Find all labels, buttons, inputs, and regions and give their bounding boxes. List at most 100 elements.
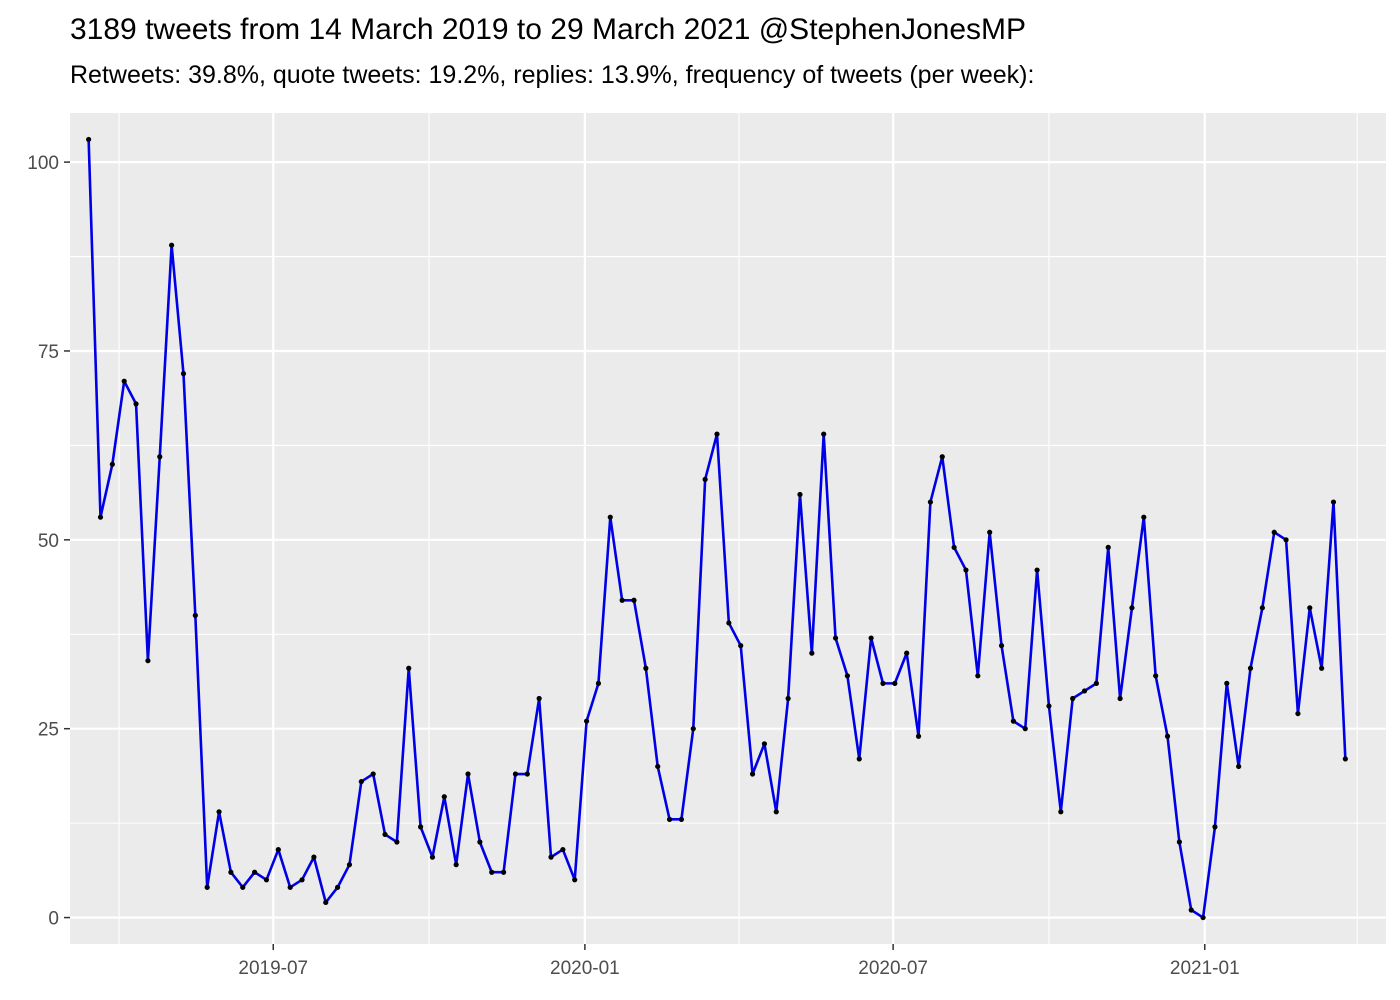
data-point <box>97 514 104 520</box>
data-point <box>1081 688 1088 694</box>
data-point <box>1200 914 1206 921</box>
data-point <box>323 899 329 906</box>
data-point <box>394 839 400 845</box>
data-point <box>738 643 744 649</box>
data-point <box>655 763 661 770</box>
data-point <box>512 771 519 777</box>
data-point <box>299 877 305 883</box>
data-point <box>157 454 163 460</box>
data-point <box>631 597 637 603</box>
y-tick-label: 100 <box>27 153 59 174</box>
data-point <box>252 869 258 875</box>
data-point <box>987 529 993 535</box>
data-point <box>1259 605 1265 611</box>
data-point <box>1247 665 1254 671</box>
data-point <box>1330 499 1337 505</box>
data-point <box>1319 665 1325 671</box>
data-point <box>192 612 198 618</box>
y-tick-label: 0 <box>48 909 59 930</box>
y-tick-label: 25 <box>38 720 59 741</box>
data-point <box>998 643 1005 649</box>
data-point <box>169 242 175 248</box>
data-point <box>856 756 862 762</box>
data-point <box>797 491 803 498</box>
data-point <box>311 854 317 860</box>
chart-subtitle: Retweets: 39.8%, quote tweets: 19.2%, re… <box>70 61 1035 89</box>
data-point <box>1141 514 1147 520</box>
data-point <box>536 695 542 702</box>
data-point <box>1034 567 1040 573</box>
data-point <box>263 877 270 883</box>
data-point <box>109 461 115 467</box>
data-point <box>287 884 293 890</box>
data-point <box>678 816 685 822</box>
data-point <box>975 673 981 679</box>
data-point <box>904 650 910 656</box>
data-point <box>1129 605 1135 611</box>
data-point <box>465 771 471 777</box>
data-point <box>1188 907 1194 913</box>
data-point <box>1153 673 1159 679</box>
minor-gridlines <box>70 113 1386 944</box>
data-point <box>346 862 353 868</box>
data-point <box>453 862 459 868</box>
data-point <box>1283 537 1289 543</box>
data-point <box>583 718 590 724</box>
data-point <box>785 695 791 702</box>
data-point <box>572 877 578 883</box>
data-point <box>714 431 720 437</box>
data-point <box>335 884 341 890</box>
data-point <box>548 854 554 860</box>
y-axis-tick-labels: 0 25 50 75 100 <box>27 153 59 929</box>
data-point <box>619 597 625 603</box>
data-point <box>690 726 696 732</box>
data-point <box>524 771 530 777</box>
data-point <box>429 854 436 860</box>
data-point <box>275 846 281 853</box>
data-point <box>1093 680 1099 686</box>
data-point <box>560 846 566 853</box>
data-point <box>821 431 827 437</box>
data-point <box>1117 695 1123 702</box>
data-point <box>939 454 945 460</box>
data-point <box>868 635 874 641</box>
data-point <box>1176 839 1182 845</box>
data-point <box>702 476 708 482</box>
data-point <box>477 839 483 845</box>
x-axis-tick-labels: 2019-07 2020-01 2020-07 2021-01 <box>238 958 1239 979</box>
chart-title: 3189 tweets from 14 March 2019 to 29 Mar… <box>70 13 1027 46</box>
data-point <box>832 635 839 641</box>
data-point <box>951 544 957 550</box>
data-point <box>726 620 732 626</box>
data-point <box>370 771 376 777</box>
data-point <box>892 680 898 686</box>
data-point <box>1105 544 1111 550</box>
data-point <box>204 884 210 890</box>
data-point <box>880 680 886 686</box>
y-tick-label: 50 <box>38 531 59 552</box>
data-point <box>595 680 602 686</box>
data-point <box>228 869 234 875</box>
data-point <box>915 733 922 739</box>
data-point <box>927 499 934 505</box>
data-point <box>216 809 222 815</box>
data-point <box>133 401 139 407</box>
data-point <box>844 673 851 679</box>
major-gridlines <box>70 113 1386 944</box>
data-point <box>761 741 768 747</box>
data-point <box>358 778 364 785</box>
axis-ticks <box>64 161 1206 950</box>
data-point <box>489 869 495 875</box>
data-point <box>441 794 447 800</box>
data-point <box>145 658 151 664</box>
data-point <box>666 816 673 822</box>
x-tick-label: 2020-07 <box>858 958 928 979</box>
data-point <box>1224 680 1230 686</box>
data-point <box>963 567 969 573</box>
x-tick-label: 2020-01 <box>550 958 620 979</box>
data-point <box>809 650 815 656</box>
data-point <box>1058 809 1064 815</box>
data-point <box>1212 824 1218 830</box>
data-point <box>1271 529 1277 535</box>
data-point <box>86 136 92 143</box>
